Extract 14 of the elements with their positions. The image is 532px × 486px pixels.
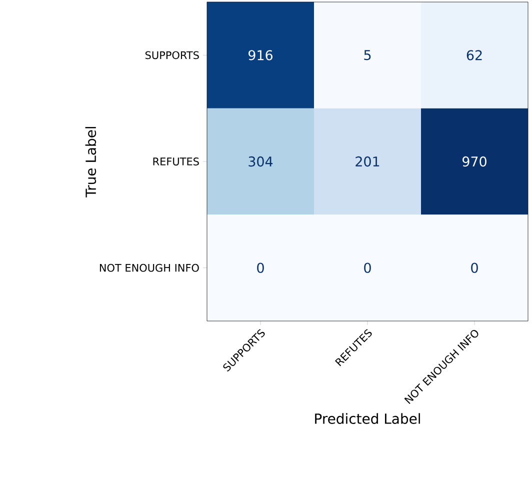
y-tick-label: REFUTES [153,158,199,166]
y-axis-title: True Label [85,126,96,198]
data-label: 0 [257,262,264,273]
x-axis-title: Predicted Label [315,413,420,424]
data-label: 62 [466,50,482,60]
y-tick-label: SUPPORTS [145,51,199,60]
data-label: 916 [248,50,272,60]
data-label: 201 [356,156,380,167]
data-label: 5 [364,50,371,60]
y-tick-label: NOT ENOUGH INFO [100,264,199,272]
data-label: 0 [471,262,478,273]
data-label: 970 [462,156,486,167]
data-label: 0 [364,262,371,273]
data-label: 304 [248,156,273,167]
